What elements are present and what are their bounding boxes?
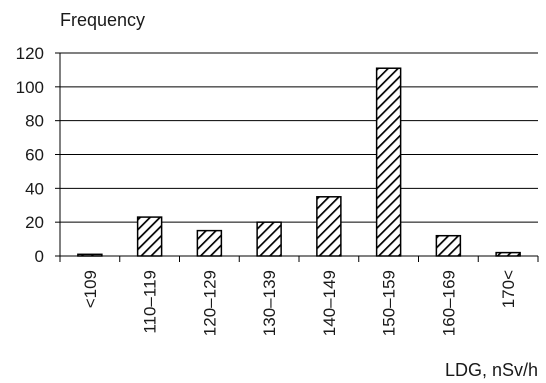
y-tick-label: 40 bbox=[25, 179, 44, 198]
y-tick-label: 0 bbox=[35, 247, 44, 266]
bar bbox=[256, 221, 282, 257]
y-tick-label: 80 bbox=[25, 112, 44, 131]
x-axis-title: LDG, nSv/h bbox=[445, 360, 538, 380]
y-tick-label: 120 bbox=[16, 44, 44, 63]
x-tick-label: 110–119 bbox=[141, 270, 160, 334]
bar bbox=[495, 251, 521, 257]
x-tick-label: 130–139 bbox=[260, 270, 279, 336]
bar bbox=[435, 234, 462, 257]
x-tick-label: 170< bbox=[499, 270, 518, 308]
y-axis-title: Frequency bbox=[60, 10, 145, 30]
bar bbox=[196, 229, 223, 257]
grid bbox=[60, 52, 538, 223]
x-tick-label: 140–149 bbox=[320, 270, 339, 336]
y-tick-label: 60 bbox=[25, 146, 44, 165]
y-tick-label: 100 bbox=[16, 78, 44, 97]
x-tick-label: <109 bbox=[81, 270, 100, 308]
x-tick-label: 150–159 bbox=[380, 270, 399, 336]
bar bbox=[316, 196, 342, 257]
bars bbox=[77, 67, 521, 257]
bar bbox=[375, 67, 402, 257]
y-tick-label: 20 bbox=[25, 213, 44, 232]
axes bbox=[55, 52, 539, 262]
x-tick-label: 120–129 bbox=[200, 270, 219, 336]
bar bbox=[136, 216, 163, 257]
y-ticks: 0 20 40 60 80 100 120 bbox=[16, 44, 44, 266]
x-ticks: <109 110–119 120–129 130–139 140–149 150–159 1… bbox=[81, 270, 518, 336]
x-tick-label: 160–169 bbox=[439, 270, 458, 336]
